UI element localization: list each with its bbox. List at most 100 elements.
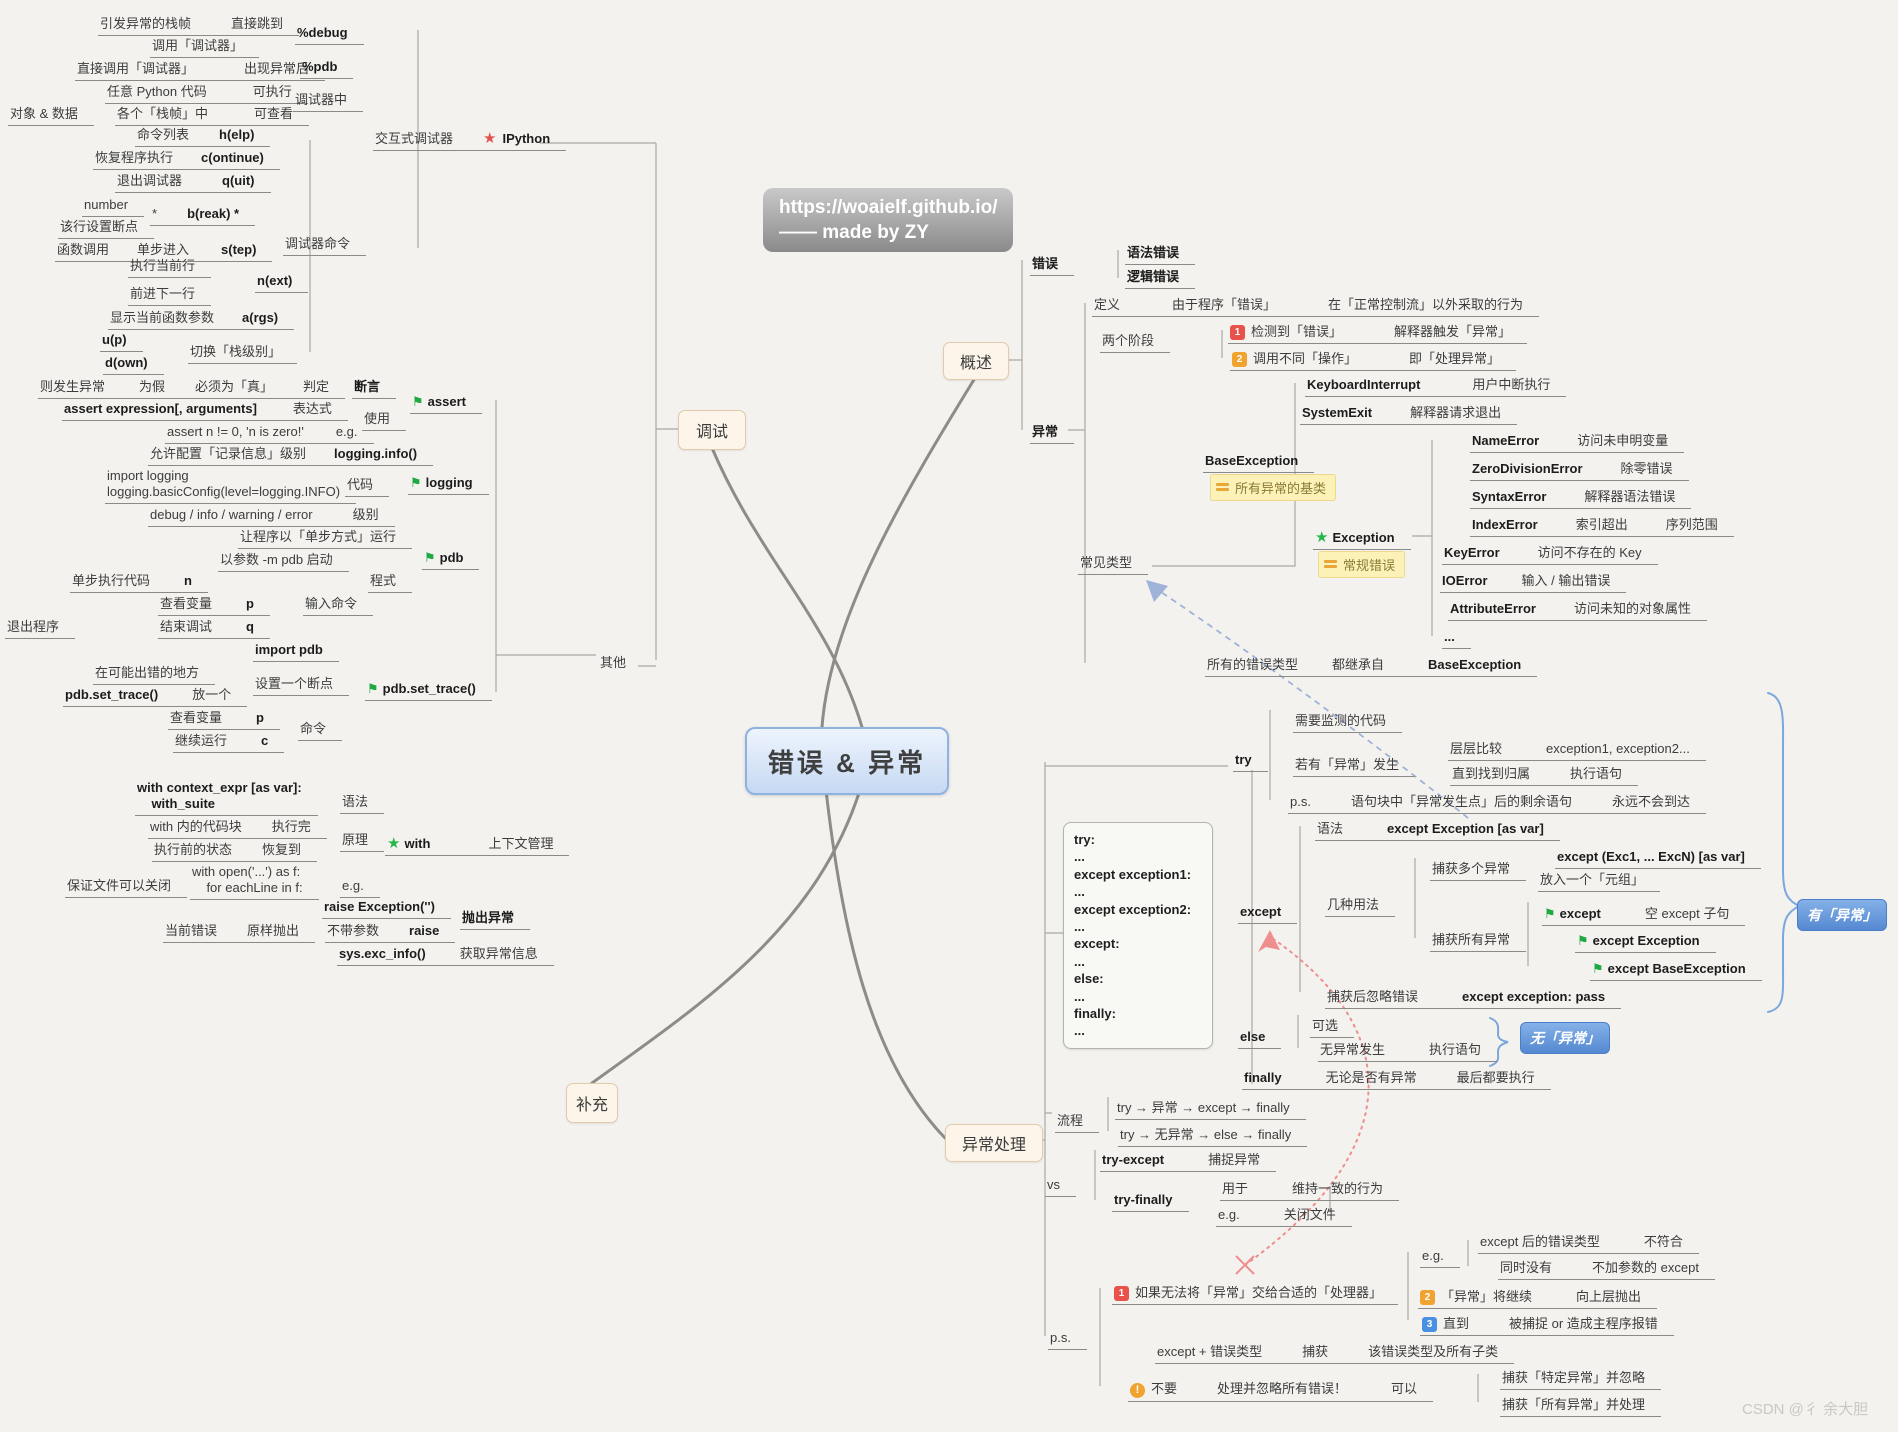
map-node[interactable]: 原理 (340, 832, 385, 852)
map-node[interactable]: 输入命令 (303, 596, 374, 616)
map-node[interactable]: ⚑ except BaseException (1590, 961, 1762, 981)
map-node[interactable]: 无异常发生 执行语句 (1318, 1042, 1498, 1062)
map-node[interactable]: 其他 (600, 655, 626, 671)
map-node[interactable]: 异常 (1030, 424, 1075, 444)
map-node[interactable]: 执行前的状态 恢复到 (152, 842, 318, 862)
map-node[interactable]: ... (1442, 629, 1471, 649)
map-node[interactable]: except (1238, 904, 1298, 924)
map-node[interactable]: try-except 捕捉异常 (1100, 1152, 1277, 1172)
map-node[interactable]: ★ Exception (1313, 530, 1411, 550)
map-node[interactable]: 1 检测到「错误」 解释器触发「异常」 (1228, 324, 1528, 344)
map-node[interactable]: ⚑ assert (410, 394, 482, 414)
map-node[interactable]: 1 如果无法将「异常」交给合适的「处理器」 (1112, 1285, 1399, 1305)
map-node[interactable]: try (1233, 752, 1268, 772)
map-node[interactable]: NameError 访问未申明变量 (1470, 433, 1685, 453)
map-node[interactable]: %debug (295, 25, 364, 45)
map-node[interactable]: 任意 Python 代码 可执行 (105, 84, 308, 104)
map-node[interactable]: 断言 (352, 379, 397, 399)
map-node[interactable]: 不带参数 raise (325, 923, 456, 943)
map-node[interactable]: 以参数 -m pdb 启动 (218, 552, 349, 572)
map-node[interactable]: debug / info / warning / error 级别 (148, 507, 395, 527)
map-node[interactable]: 保证文件可以关闭 (65, 878, 188, 898)
map-node[interactable]: 语法 (340, 794, 385, 814)
map-node[interactable]: 两个阶段 (1100, 333, 1171, 353)
map-node[interactable]: 2 调用不同「操作」 即「处理异常」 (1230, 351, 1517, 371)
tag-base-exception[interactable]: 所有异常的基类 (1210, 474, 1337, 501)
map-node[interactable]: e.g. (1420, 1248, 1460, 1268)
central-topic[interactable]: 错误 & 异常 (745, 727, 949, 795)
map-node[interactable]: 放入一个「元组」 (1538, 872, 1661, 892)
map-node[interactable]: 2 「异常」将继续 向上层抛出 (1418, 1289, 1658, 1309)
map-node[interactable]: ZeroDivisionError 除零错误 (1470, 461, 1689, 481)
map-node[interactable]: p.s. 语句块中「异常发生点」后的剩余语句 永远不会到达 (1288, 794, 1706, 814)
map-node[interactable]: 执行当前行 (128, 258, 212, 278)
map-node[interactable]: 若有「异常」发生 (1293, 757, 1416, 777)
map-node[interactable]: finally 无论是否有异常 最后都要执行 (1242, 1070, 1551, 1090)
map-node[interactable]: %pdb (300, 59, 354, 79)
map-node[interactable]: 调试器中 (293, 92, 364, 112)
map-node[interactable]: 该行设置断点 (58, 219, 155, 239)
map-node[interactable]: 直接调用「调试器」 出现异常后 (75, 61, 326, 81)
map-node[interactable]: 层层比较 exception1, exception2... (1448, 741, 1706, 761)
map-node[interactable]: 则发生异常 为假 必须为「真」 判定 (38, 379, 346, 399)
map-node[interactable]: ⚑ logging (408, 475, 489, 495)
map-node[interactable]: AttributeError 访问未知的对象属性 (1448, 601, 1707, 621)
map-node[interactable]: 显示当前函数参数 a(rgs) (108, 310, 295, 330)
map-node[interactable]: 可选 (1310, 1018, 1355, 1038)
map-node[interactable]: 调用「调试器」 (150, 38, 260, 58)
map-node[interactable]: ⚑ pdb (422, 550, 480, 570)
map-node[interactable]: 切换「栈级别」 (188, 344, 298, 364)
map-node[interactable]: BaseException (1203, 453, 1315, 473)
map-node[interactable]: SyntaxError 解释器语法错误 (1470, 489, 1692, 509)
map-node[interactable]: 逻辑错误 (1125, 269, 1196, 289)
map-node[interactable]: 命令 (298, 721, 343, 741)
map-node[interactable]: try → 异常 → except → finally (1115, 1100, 1306, 1120)
map-node[interactable]: 3 直到 被捕捉 or 造成主程序报错 (1420, 1316, 1674, 1336)
map-node[interactable]: 同时没有 不加参数的 except (1498, 1260, 1715, 1280)
map-node[interactable]: 语法 except Exception [as var] (1315, 821, 1560, 841)
map-node[interactable]: n(ext) (255, 273, 309, 293)
map-node[interactable]: 恢复程序执行 c(ontinue) (93, 150, 280, 170)
map-node[interactable]: ⚑ pdb.set_trace() (365, 681, 492, 701)
map-node[interactable]: 代码 (345, 477, 390, 497)
map-node[interactable]: 当前错误 原样抛出 (163, 923, 316, 943)
map-node[interactable]: except + 错误类型 捕获 该错误类型及所有子类 (1155, 1344, 1515, 1364)
map-node[interactable]: 让程序以「单步方式」运行 (238, 529, 413, 549)
map-node[interactable]: 函数调用 单步进入 s(tep) (55, 242, 273, 262)
map-node[interactable]: 捕获多个异常 (1430, 861, 1527, 881)
map-node[interactable]: with context_expr [as var]: with_suite (135, 780, 318, 816)
map-node[interactable]: 单步执行代码 n (70, 573, 208, 593)
map-node[interactable]: import pdb (253, 642, 339, 662)
map-node[interactable]: import logging logging.basicConfig(level=… (105, 468, 357, 504)
map-node[interactable]: vs (1045, 1177, 1076, 1197)
map-node[interactable]: try-finally (1112, 1192, 1189, 1212)
map-node[interactable]: 定义 由于程序「错误」 在「正常控制流」以外采取的行为 (1092, 297, 1540, 317)
map-node[interactable]: 使用 (362, 411, 407, 431)
map-node[interactable]: 捕获「所有异常」并处理 (1500, 1397, 1662, 1417)
topic-debug[interactable]: 调试 (678, 410, 746, 450)
badge-no-exception[interactable]: 无「异常」 (1520, 1022, 1610, 1054)
map-node[interactable]: 需要监测的代码 (1293, 713, 1403, 733)
badge-has-exception[interactable]: 有「异常」 (1797, 899, 1887, 931)
map-node[interactable]: d(own) (103, 355, 164, 375)
map-node[interactable]: 退出调试器 q(uit) (115, 173, 271, 193)
map-node[interactable]: 查看变量 p (168, 710, 280, 730)
map-node[interactable]: IndexError 索引超出 序列范围 (1470, 517, 1734, 537)
code-block-try-syntax[interactable]: try: ... except exception1: ... except exc… (1063, 822, 1213, 1049)
map-node[interactable]: 语法错误 (1125, 245, 1196, 265)
map-node[interactable]: * b(reak) * (150, 206, 256, 226)
map-node[interactable]: 对象 & 数据 (8, 106, 94, 126)
map-node[interactable]: try → 无异常 → else → finally (1118, 1127, 1308, 1147)
topic-overview[interactable]: 概述 (943, 342, 1009, 380)
map-node[interactable]: p.s. (1048, 1330, 1087, 1350)
map-node[interactable]: ! 不要 处理并忽略所有错误！ 可以 (1128, 1381, 1434, 1402)
map-node[interactable]: raise Exception('') (322, 899, 451, 919)
map-node[interactable]: assert expression[, arguments] 表达式 (62, 401, 348, 421)
map-node[interactable]: number (82, 197, 145, 217)
topic-exception-handling[interactable]: 异常处理 (945, 1124, 1043, 1162)
map-node[interactable]: 所有的错误类型 都继承自 BaseException (1205, 657, 1538, 677)
map-node[interactable]: 抛出异常 (460, 910, 531, 930)
map-node[interactable]: e.g. (340, 878, 380, 898)
map-node[interactable]: 调试器命令 (283, 236, 367, 256)
map-node[interactable]: 几种用法 (1325, 897, 1396, 917)
